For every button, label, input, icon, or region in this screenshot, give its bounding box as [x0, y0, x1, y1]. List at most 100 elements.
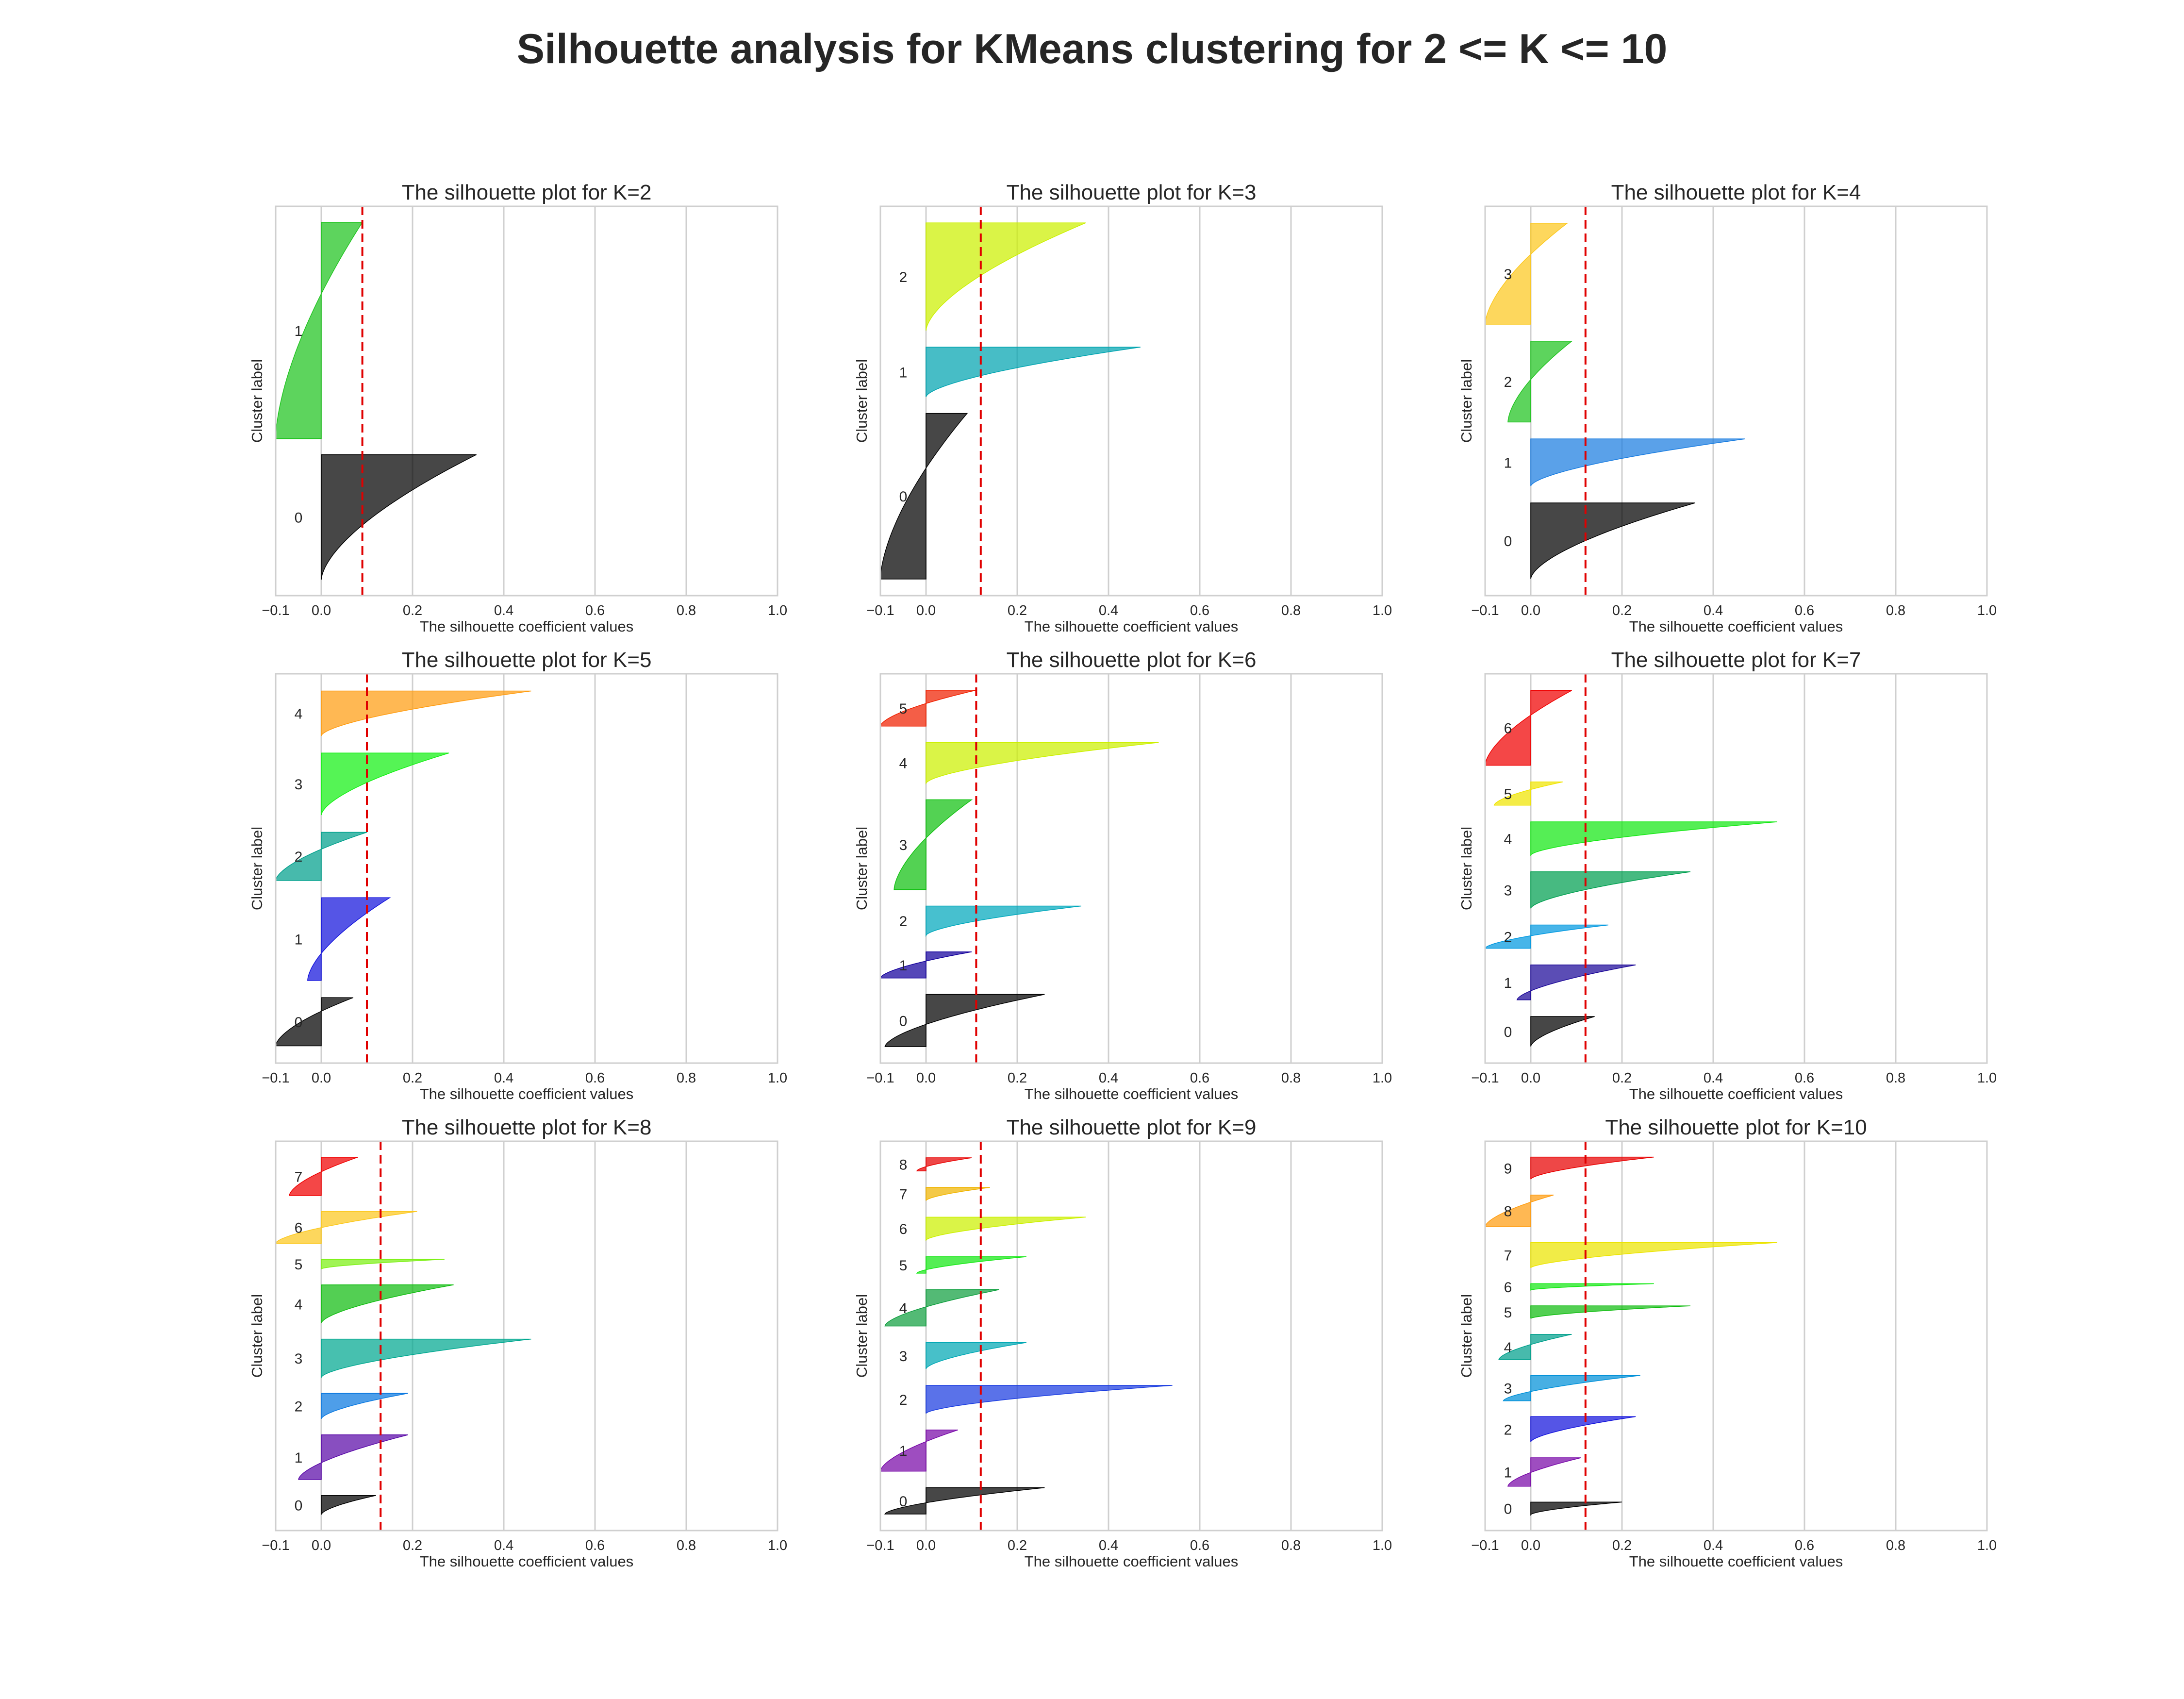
cluster-label-4: 4	[295, 1297, 303, 1313]
x-axis-label: The silhouette coefficient values	[420, 1085, 634, 1102]
y-axis-label: Cluster label	[248, 827, 265, 910]
plot-area	[276, 206, 778, 596]
silhouette-cluster-6	[275, 1211, 417, 1244]
x-axis-label: The silhouette coefficient values	[1025, 1085, 1239, 1102]
x-tick-label: −0.1	[866, 603, 894, 618]
y-axis-label: Cluster label	[853, 1294, 870, 1378]
axes-frame	[879, 1140, 1383, 1532]
x-tick-label: 0.4	[1099, 1538, 1118, 1553]
cluster-label-0: 0	[295, 1015, 303, 1031]
cluster-label-6: 6	[1504, 1280, 1512, 1296]
y-axis-label: Cluster label	[853, 359, 870, 443]
x-tick-label: 0.6	[585, 1070, 605, 1086]
x-axis-label: The silhouette coefficient values	[420, 618, 634, 635]
cluster-label-3: 3	[899, 1349, 908, 1365]
silhouette-cluster-4	[321, 690, 531, 736]
silhouette-cluster-4	[1530, 821, 1777, 856]
silhouette-cluster-2	[926, 1385, 1173, 1414]
cluster-label-2: 2	[1504, 930, 1512, 946]
x-tick-label: −0.1	[262, 603, 289, 618]
x-tick-label: 0.6	[1795, 1538, 1814, 1553]
subplot-title: The silhouette plot for K=2	[402, 181, 652, 204]
cluster-label-1: 1	[1504, 455, 1512, 471]
x-tick-label: 0.4	[494, 1538, 513, 1553]
x-tick-label: 0.4	[1099, 603, 1118, 618]
x-tick-label: −0.1	[262, 1070, 289, 1086]
plot-area	[276, 1141, 778, 1531]
cluster-label-4: 4	[899, 756, 908, 772]
cluster-label-1: 1	[1504, 1465, 1512, 1481]
plot-area	[1485, 674, 1987, 1063]
x-tick-label: 0.0	[312, 1538, 331, 1553]
cluster-label-2: 2	[1504, 1422, 1512, 1438]
silhouette-cluster-0	[884, 994, 1045, 1048]
y-axis-label: Cluster label	[1458, 1294, 1475, 1378]
x-tick-label: 0.8	[1886, 603, 1905, 618]
cluster-label-1: 1	[295, 323, 303, 339]
silhouette-cluster-3	[1530, 871, 1691, 909]
silhouette-cluster-1	[1530, 438, 1745, 486]
silhouette-cluster-5	[916, 1256, 1026, 1274]
subplot-k5: 0 1 2 3 4 −0.1 0.0 0.2 0.4 0.6 0.8 1.0 The silhouett…	[248, 648, 787, 1102]
silhouette-cluster-7	[926, 1187, 990, 1201]
x-tick-label: 0.4	[1704, 1070, 1723, 1086]
subplot-k3: 0 1 2 −0.1 0.0 0.2 0.4 0.6 0.8 1.0 The silhouette …	[853, 181, 1392, 635]
cluster-label-0: 0	[295, 510, 303, 526]
cluster-label-8: 8	[1504, 1203, 1512, 1219]
subplot-title: The silhouette plot for K=3	[1007, 181, 1257, 204]
x-tick-label: 0.2	[1008, 1538, 1027, 1553]
cluster-label-3: 3	[1504, 883, 1512, 899]
silhouette-cluster-5	[321, 1259, 445, 1270]
silhouette-cluster-8	[916, 1157, 972, 1171]
x-axis-label: The silhouette coefficient values	[420, 1553, 634, 1570]
x-tick-label: 0.0	[312, 603, 331, 618]
cluster-label-2: 2	[295, 849, 303, 865]
x-tick-label: 1.0	[768, 1070, 787, 1086]
cluster-label-4: 4	[1504, 831, 1512, 847]
x-tick-label: 0.2	[1612, 1070, 1632, 1086]
subplot-k4: 0 1 2 3 −0.1 0.0 0.2 0.4 0.6 0.8 1.0 The silhouette…	[1458, 181, 1997, 635]
silhouette-cluster-6	[926, 1216, 1086, 1242]
x-tick-label: 0.8	[1886, 1538, 1905, 1553]
x-tick-label: 1.0	[768, 603, 787, 618]
x-tick-label: 0.0	[916, 1538, 936, 1553]
silhouette-cluster-1	[1516, 965, 1636, 1000]
x-tick-label: 0.8	[677, 603, 696, 618]
silhouette-cluster-7	[289, 1157, 358, 1196]
silhouette-cluster-0	[1530, 1501, 1622, 1516]
x-tick-label: 0.6	[1795, 603, 1814, 618]
axes-frame	[879, 205, 1383, 597]
x-tick-label: 0.6	[585, 1538, 605, 1553]
x-tick-label: 0.6	[585, 603, 605, 618]
axes-frame	[1484, 673, 1988, 1064]
x-tick-label: −0.1	[866, 1070, 894, 1086]
x-tick-label: −0.1	[1471, 1538, 1499, 1553]
x-tick-label: 1.0	[1977, 1538, 1997, 1553]
x-tick-label: 0.0	[1521, 1538, 1540, 1553]
axes-frame	[879, 673, 1383, 1064]
x-tick-label: −0.1	[866, 1538, 894, 1553]
y-axis-label: Cluster label	[248, 1294, 265, 1378]
cluster-label-3: 3	[1504, 267, 1512, 283]
x-tick-label: −0.1	[1471, 603, 1499, 618]
silhouette-cluster-3	[1503, 1375, 1640, 1401]
cluster-label-0: 0	[295, 1498, 303, 1514]
silhouette-cluster-4	[884, 1289, 999, 1327]
y-axis-label: Cluster label	[1458, 359, 1475, 443]
silhouette-cluster-4	[321, 1284, 454, 1323]
cluster-label-3: 3	[295, 1351, 303, 1367]
cluster-label-5: 5	[1504, 1305, 1512, 1321]
silhouette-cluster-2	[1530, 1416, 1636, 1442]
x-tick-label: 0.8	[1281, 1070, 1301, 1086]
x-axis-label: The silhouette coefficient values	[1025, 618, 1239, 635]
cluster-label-1: 1	[899, 365, 908, 381]
cluster-label-5: 5	[1504, 786, 1512, 802]
cluster-label-8: 8	[899, 1157, 908, 1173]
cluster-label-1: 1	[899, 958, 908, 974]
cluster-label-1: 1	[899, 1443, 908, 1459]
y-axis-label: Cluster label	[853, 827, 870, 910]
cluster-label-5: 5	[899, 1258, 908, 1274]
silhouette-cluster-6	[1530, 1283, 1654, 1291]
x-tick-label: 1.0	[1373, 1070, 1392, 1086]
